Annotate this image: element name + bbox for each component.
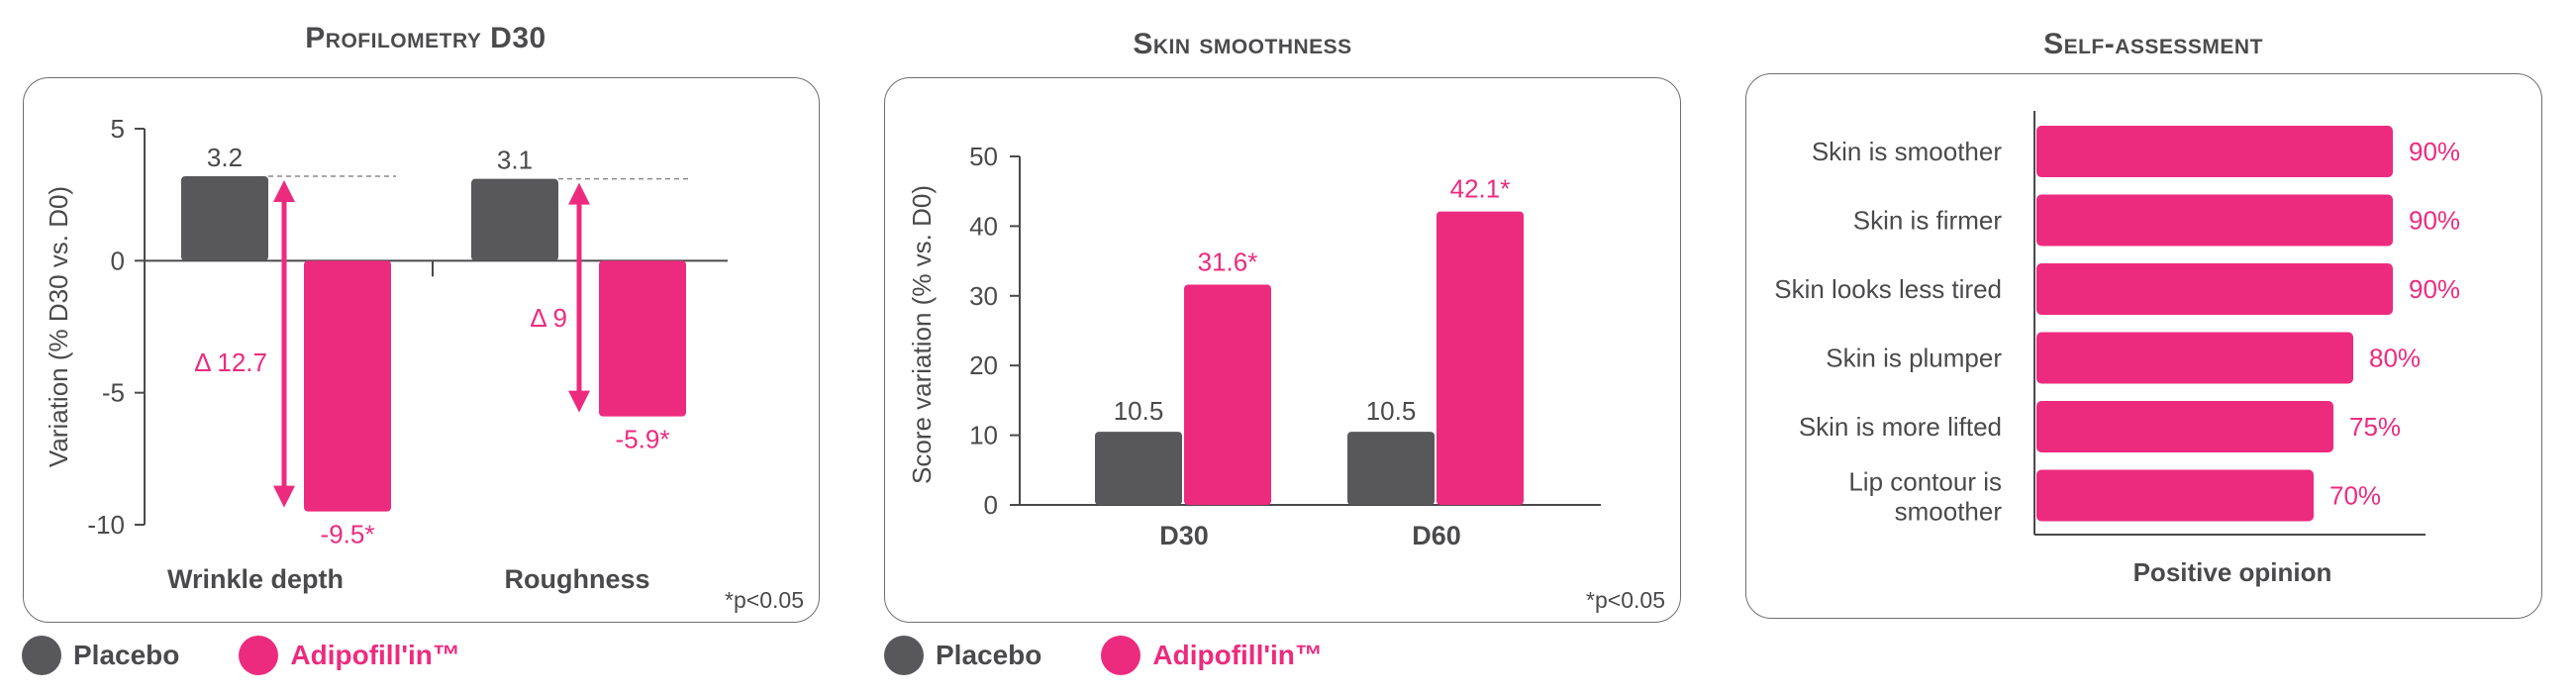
chart1-y-tick-label: 0: [111, 246, 125, 275]
chart3-title: Self-assessment: [2043, 28, 2263, 60]
chart1-footnote: *p<0.05: [725, 587, 804, 613]
legend-item-active: Adipofill'in™: [239, 636, 460, 675]
chart3-category-label: Lip contour is: [1848, 467, 2002, 497]
legend-placebo-label: Placebo: [73, 640, 180, 670]
chart2-y-tick-label: 40: [969, 211, 998, 241]
chart3-bar: [2036, 401, 2333, 452]
legend-placebo-label: Placebo: [936, 640, 1042, 670]
legend-1: Placebo Adipofill'in™: [22, 636, 520, 675]
chart2-y-axis-title: Score variation (% vs. D0): [907, 185, 937, 484]
chart2-category-label: D30: [1159, 521, 1209, 550]
chart2-bar-placebo: [1095, 432, 1182, 505]
chart1-title: Profilometry D30: [305, 22, 546, 54]
chart2-title: Skin smoothness: [1133, 28, 1352, 60]
legend-active-label: Adipofill'in™: [1152, 640, 1323, 670]
chart1-delta-label: Δ 9: [530, 303, 567, 333]
chart3-value-label: 90%: [2409, 206, 2460, 236]
chart1-value-label-active: -5.9*: [616, 425, 670, 454]
chart3-category-label: Skin is plumper: [1826, 344, 2002, 373]
chart1-y-axis-title: Variation (% D30 vs. D0): [44, 186, 73, 467]
chart1-y-tick-label: -5: [102, 378, 125, 408]
chart3-value-label: 80%: [2369, 344, 2421, 373]
active-swatch-icon: [239, 636, 279, 675]
chart1-delta-arrowhead-up: [568, 182, 590, 205]
chart2-frame: [884, 77, 1681, 623]
chart3-category-label: smoother: [1895, 497, 2003, 527]
chart1-bar-active: [304, 260, 391, 512]
chart1-value-label-placebo: 3.1: [497, 146, 533, 175]
chart2-bar-placebo: [1347, 432, 1435, 505]
chart2-bar-active: [1184, 284, 1271, 505]
chart2-y-tick-label: 0: [984, 490, 998, 520]
active-swatch-icon: [1101, 636, 1141, 675]
legend-active-label: Adipofill'in™: [290, 640, 460, 670]
chart2-footnote: *p<0.05: [1586, 587, 1665, 613]
chart1-category-label: Roughness: [504, 564, 649, 594]
chart3-bar: [2036, 469, 2314, 522]
chart2-bar-active: [1437, 211, 1524, 505]
legend-item-placebo: Placebo: [884, 636, 1041, 675]
chart3-value-label: 90%: [2409, 274, 2460, 304]
chart1-delta-arrowhead-down: [568, 390, 590, 413]
chart3-bar: [2036, 263, 2393, 315]
chart2-value-label-active: 42.1*: [1450, 174, 1511, 204]
chart1-bar-placebo: [181, 176, 268, 261]
chart2-value-label-placebo: 10.5: [1114, 396, 1164, 426]
chart1-frame: [23, 77, 820, 623]
chart1-bar-active: [599, 260, 686, 417]
chart1-y-tick-label: 5: [111, 114, 125, 144]
chart1-delta-label: Δ 12.7: [194, 348, 267, 377]
chart3-bar: [2036, 194, 2393, 247]
chart1-category-label: Wrinkle depth: [167, 564, 344, 594]
legend-item-active: Adipofill'in™: [1101, 636, 1323, 675]
chart3-category-label: Skin is more lifted: [1799, 412, 2002, 442]
chart2-y-tick-label: 20: [969, 350, 998, 380]
chart3-bar: [2036, 126, 2393, 177]
chart3-value-label: 75%: [2349, 412, 2401, 442]
placebo-swatch-icon: [22, 636, 61, 675]
chart3-x-axis-title: Positive opinion: [2133, 557, 2332, 587]
chart3-bar: [2036, 332, 2353, 384]
chart1-value-label-placebo: 3.2: [207, 143, 243, 172]
chart2-y-tick-label: 30: [969, 281, 998, 311]
chart3-value-label: 90%: [2409, 137, 2460, 166]
placebo-swatch-icon: [884, 636, 924, 675]
chart1-bar-placebo: [471, 178, 558, 261]
chart1-value-label-active: -9.5*: [321, 520, 375, 549]
chart2-value-label-active: 31.6*: [1198, 248, 1258, 277]
chart3-category-label: Skin looks less tired: [1774, 274, 2002, 304]
chart3-value-label: 70%: [2329, 481, 2381, 511]
chart2-y-tick-label: 10: [969, 421, 998, 450]
legend-item-placebo: Placebo: [22, 636, 179, 675]
chart1-y-tick-label: -10: [87, 510, 125, 540]
chart2-y-tick-label: 50: [969, 142, 998, 171]
chart3-category-label: Skin is firmer: [1853, 206, 2003, 236]
chart2-category-label: D60: [1412, 521, 1461, 550]
chart1-delta-arrowhead-up: [273, 180, 295, 202]
legend-2: Placebo Adipofill'in™: [884, 636, 1382, 675]
chart2-value-label-placebo: 10.5: [1366, 396, 1417, 426]
chart3-category-label: Skin is smoother: [1812, 137, 2003, 166]
chart1-delta-arrowhead-down: [273, 485, 295, 508]
